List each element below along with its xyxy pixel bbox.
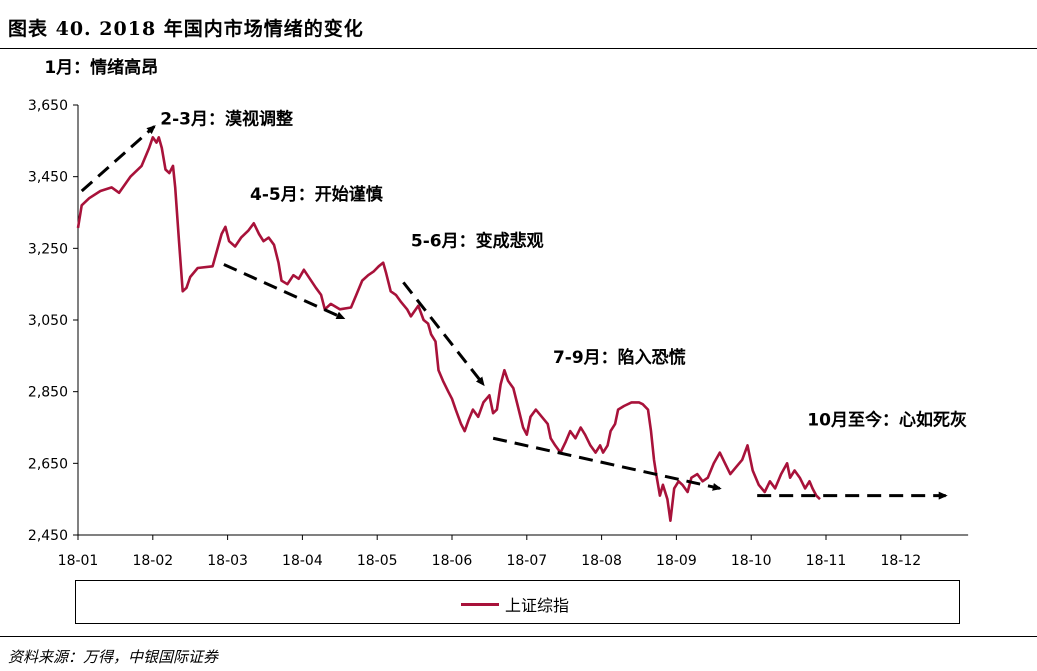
x-tick-label: 18-10 [731,553,772,569]
y-tick-label: 3,650 [28,98,68,114]
legend-swatch [461,602,499,606]
annotation-label: 10月至今：心如死灰 [807,410,967,431]
trend-arrow [492,436,722,491]
y-tick-label: 3,250 [28,241,68,257]
y-tick-label: 3,450 [28,170,68,186]
trend-arrow [402,281,485,387]
annotation-label: 4-5月：开始谨慎 [250,184,383,205]
series-line-shanghai-composite [76,136,821,522]
annotation-label: 5-6月：变成悲观 [411,231,544,252]
x-tick-label: 18-03 [207,553,248,569]
x-tick-label: 18-12 [880,553,921,569]
source-note: 资料来源：万得，中银国际证券 [8,648,219,666]
y-tick-label: 2,650 [28,456,68,472]
x-tick-label: 18-05 [357,553,398,569]
legend: 上证综指 [75,580,960,624]
annotation-label: 1月：情绪高昂 [44,57,158,78]
trend-arrow [80,125,156,193]
x-tick-label: 18-07 [506,553,547,569]
trend-arrow [223,263,346,320]
annotation-label: 7-9月：陷入恐慌 [553,347,686,368]
x-tick-label: 18-08 [581,553,622,569]
y-tick-label: 2,850 [28,385,68,401]
x-tick-label: 18-04 [282,553,323,569]
line-chart: 2,450 2,650 2,850 3,050 3,250 3,450 3,650 18-01… [28,57,969,569]
title-rule [0,48,1037,49]
chart-title: 图表 40. 2018 年国内市场情绪的变化 [8,18,364,40]
x-tick-label: 18-11 [806,553,847,569]
x-tick-label: 18-09 [656,553,697,569]
x-tick-label: 18-01 [58,553,99,569]
x-tick-label: 18-02 [132,553,173,569]
y-tick-label: 3,050 [28,313,68,329]
source-rule [0,636,1037,637]
legend-label: 上证综指 [505,596,570,615]
y-tick-label: 2,450 [28,528,68,544]
x-tick-label: 18-06 [432,553,473,569]
legend-item: 上证综指 [461,592,569,616]
annotation-label: 2-3月：漠视调整 [160,109,293,130]
